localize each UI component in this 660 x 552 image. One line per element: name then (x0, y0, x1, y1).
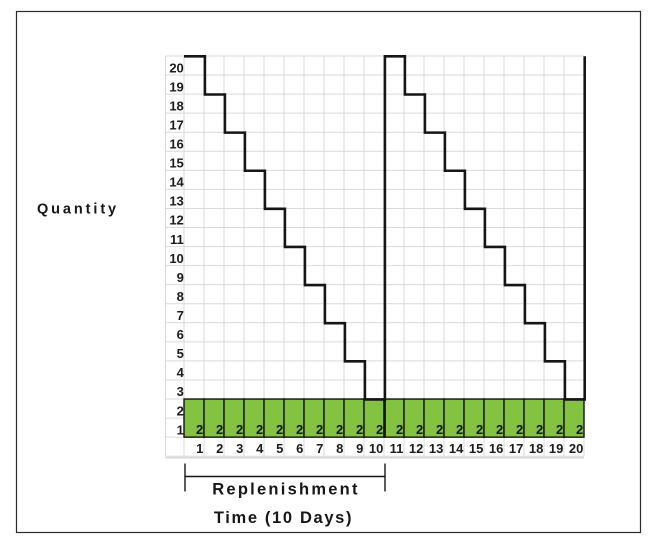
svg-text:Time (10 Days): Time (10 Days) (214, 509, 353, 527)
svg-text:9: 9 (177, 270, 184, 285)
svg-text:3: 3 (236, 441, 243, 456)
svg-text:10: 10 (369, 441, 383, 456)
svg-text:20: 20 (569, 441, 583, 456)
svg-text:2: 2 (436, 422, 443, 437)
svg-text:10: 10 (169, 251, 183, 266)
svg-text:2: 2 (396, 422, 403, 437)
svg-text:15: 15 (169, 156, 183, 171)
svg-text:11: 11 (390, 441, 404, 456)
svg-text:1: 1 (196, 441, 203, 456)
svg-text:12: 12 (409, 441, 423, 456)
svg-text:17: 17 (169, 117, 183, 132)
svg-text:14: 14 (449, 441, 464, 456)
svg-text:8: 8 (177, 289, 184, 304)
svg-text:5: 5 (177, 346, 184, 361)
svg-text:9: 9 (356, 441, 363, 456)
svg-text:20: 20 (169, 60, 183, 75)
svg-text:12: 12 (169, 213, 183, 228)
svg-text:17: 17 (509, 441, 523, 456)
svg-text:2: 2 (256, 422, 263, 437)
svg-text:15: 15 (469, 441, 483, 456)
svg-text:2: 2 (496, 422, 503, 437)
svg-text:6: 6 (177, 327, 184, 342)
svg-text:6: 6 (296, 441, 303, 456)
svg-text:8: 8 (336, 441, 343, 456)
svg-text:11: 11 (170, 232, 184, 247)
svg-text:2: 2 (216, 422, 223, 437)
svg-text:2: 2 (296, 422, 303, 437)
svg-text:13: 13 (169, 194, 183, 209)
svg-text:2: 2 (576, 422, 583, 437)
svg-text:2: 2 (416, 422, 423, 437)
svg-text:16: 16 (489, 441, 503, 456)
svg-text:2: 2 (356, 422, 363, 437)
svg-text:Quantity: Quantity (37, 202, 119, 218)
svg-text:3: 3 (177, 384, 184, 399)
svg-text:18: 18 (169, 98, 183, 113)
svg-text:4: 4 (256, 441, 264, 456)
svg-text:1: 1 (177, 422, 184, 437)
svg-text:2: 2 (476, 422, 483, 437)
svg-text:16: 16 (169, 136, 183, 151)
svg-text:2: 2 (536, 422, 543, 437)
svg-text:5: 5 (276, 441, 283, 456)
svg-text:2: 2 (556, 422, 563, 437)
svg-text:19: 19 (169, 79, 183, 94)
svg-text:2: 2 (196, 422, 203, 437)
svg-text:2: 2 (216, 441, 223, 456)
svg-text:2: 2 (177, 403, 184, 418)
svg-text:18: 18 (529, 441, 543, 456)
svg-text:7: 7 (316, 441, 323, 456)
svg-text:2: 2 (516, 422, 523, 437)
svg-text:4: 4 (177, 365, 185, 380)
svg-text:2: 2 (276, 422, 283, 437)
svg-text:14: 14 (169, 175, 184, 190)
svg-text:2: 2 (316, 422, 323, 437)
svg-text:2: 2 (236, 422, 243, 437)
svg-text:13: 13 (429, 441, 443, 456)
svg-text:2: 2 (376, 422, 383, 437)
svg-text:2: 2 (456, 422, 463, 437)
svg-text:7: 7 (177, 308, 184, 323)
svg-text:Replenishment: Replenishment (212, 480, 360, 498)
svg-text:19: 19 (549, 441, 563, 456)
svg-text:2: 2 (336, 422, 343, 437)
